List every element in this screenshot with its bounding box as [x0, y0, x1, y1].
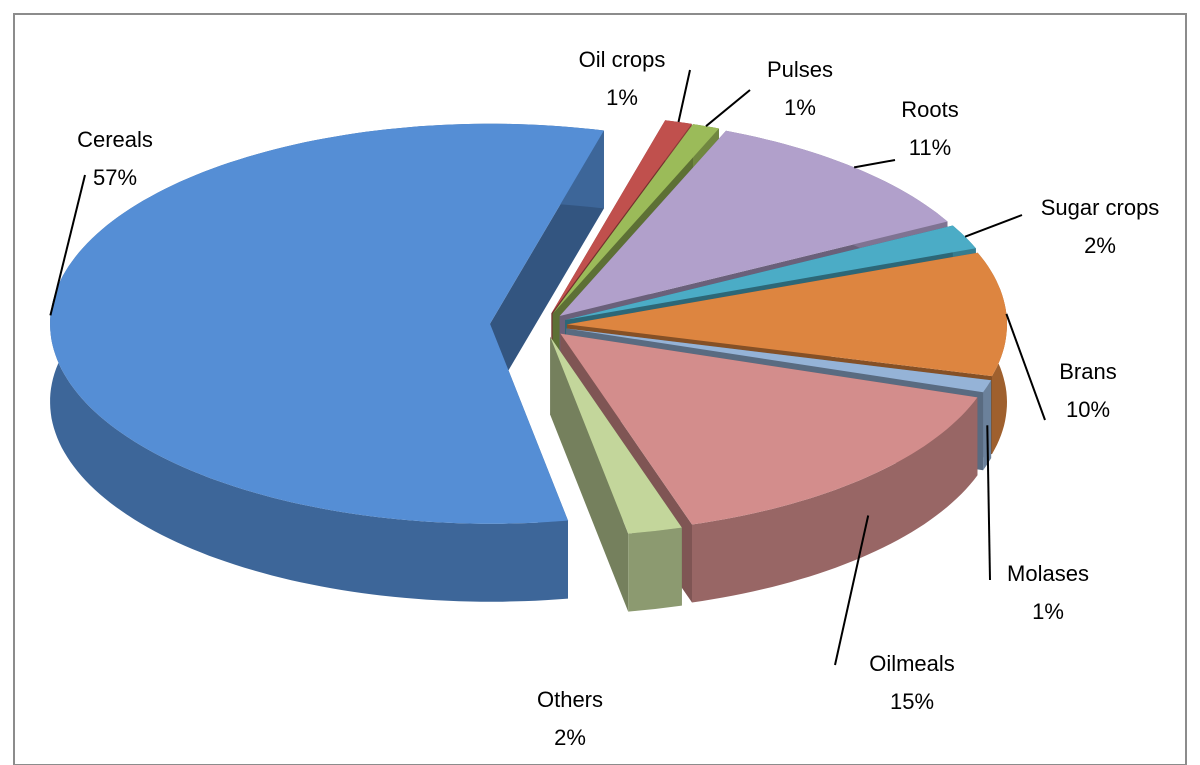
data-label-name: Cereals: [77, 127, 153, 152]
data-label-name: Molases: [1007, 561, 1089, 586]
data-label-name: Pulses: [767, 57, 833, 82]
slice: [567, 252, 1007, 377]
slice-side: [692, 397, 978, 603]
slice: [550, 336, 682, 534]
data-label-value: 57%: [93, 165, 137, 190]
leader-line: [49, 174, 86, 316]
leader-line: [1005, 313, 1046, 421]
data-label-name: Others: [537, 687, 603, 712]
data-label-value: 2%: [554, 725, 586, 750]
slice: [552, 124, 719, 314]
slice: [565, 225, 976, 320]
data-label-name: Oilmeals: [869, 651, 955, 676]
data-label-value: 11%: [909, 135, 951, 160]
slice: [50, 123, 604, 524]
data-label-value: 15%: [890, 689, 934, 714]
slice-tops: [50, 120, 1007, 534]
leader-line: [986, 425, 991, 581]
data-label-value: 2%: [1084, 233, 1116, 258]
leader-line: [705, 89, 751, 127]
leader-line: [677, 69, 691, 123]
slice-wall: [550, 336, 629, 612]
leader-line: [964, 214, 1023, 238]
slice: [559, 130, 948, 316]
slice: [566, 328, 992, 393]
data-label-value: 1%: [784, 95, 816, 120]
leader-line: [853, 159, 896, 169]
slice: [551, 120, 692, 314]
data-label-name: Roots: [901, 97, 958, 122]
data-label-value: 1%: [1032, 599, 1064, 624]
leader-line: [834, 515, 870, 666]
slice-side: [628, 527, 682, 612]
data-label-name: Brans: [1059, 359, 1116, 384]
slice-side: [983, 380, 992, 471]
data-label-value: 10%: [1066, 397, 1110, 422]
data-label-name: Sugar crops: [1041, 195, 1160, 220]
data-label-name: Oil crops: [579, 47, 666, 72]
data-label-value: 1%: [606, 85, 638, 110]
slice: [560, 333, 978, 525]
